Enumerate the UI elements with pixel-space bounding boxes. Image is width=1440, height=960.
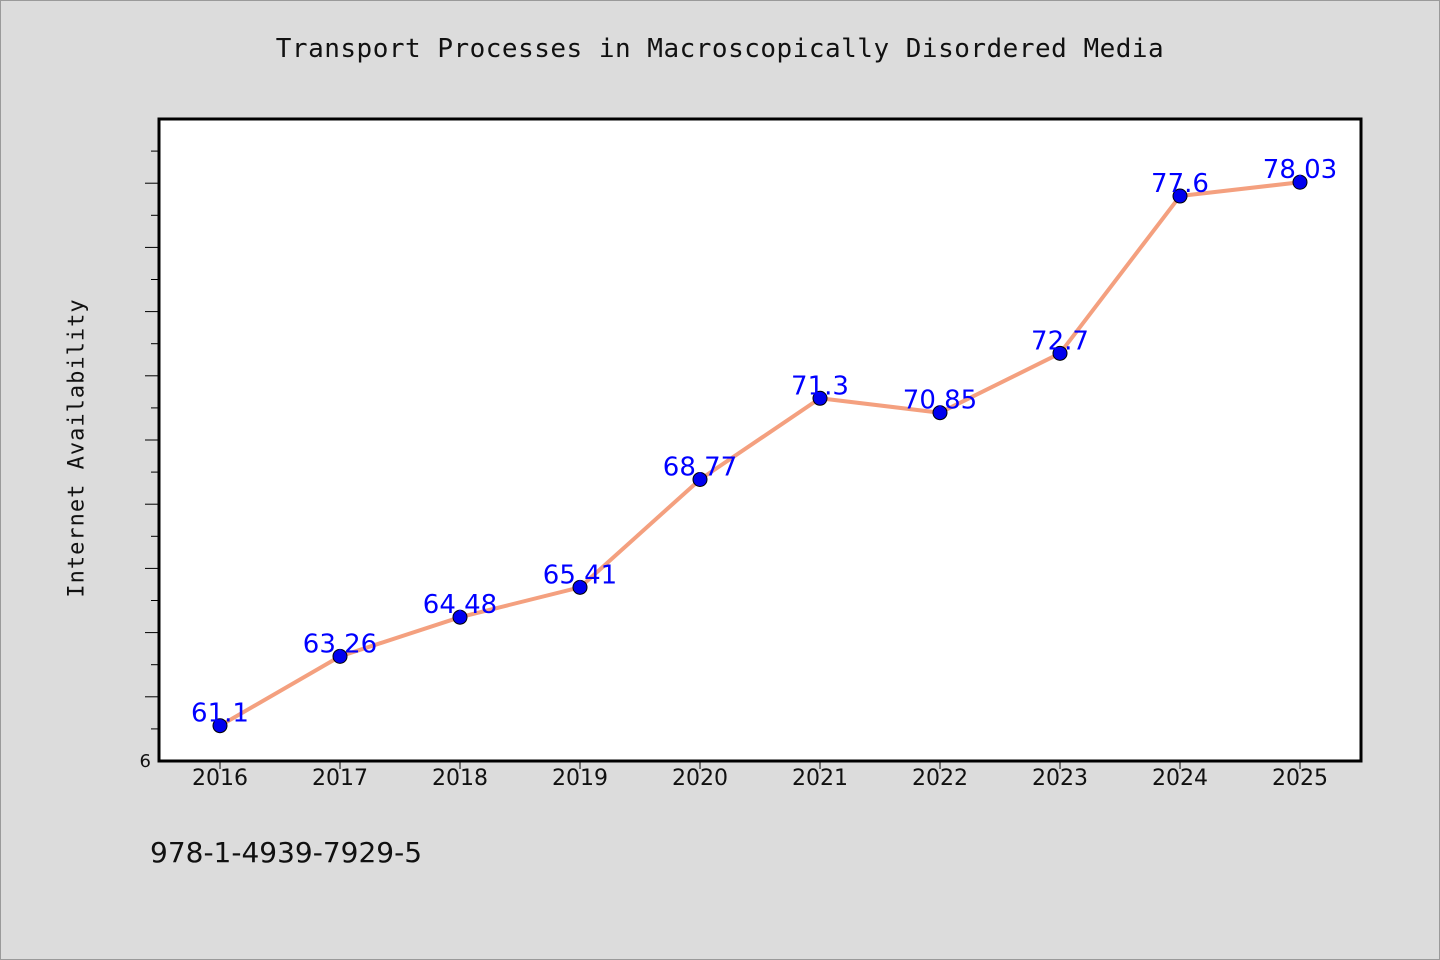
- y-tick-label: 6: [140, 751, 151, 772]
- data-point: [692, 471, 708, 487]
- x-tick-label: 2025: [1272, 766, 1328, 791]
- data-label: 61.1: [191, 699, 249, 729]
- data-point: [812, 390, 828, 406]
- data-point: [932, 405, 948, 421]
- series-layer: [212, 174, 1308, 734]
- x-tick-label: 2017: [312, 766, 368, 791]
- data-point: [332, 648, 348, 664]
- data-label: 77.6: [1151, 169, 1209, 199]
- data-labels: 61.1 63.26 64.48 65.41 68.77 71.3 70.85 72.7 77.…: [191, 155, 1337, 728]
- x-tick-label: 2023: [1032, 766, 1088, 791]
- series-line: [218, 180, 1301, 728]
- data-label: 65.41: [543, 560, 617, 590]
- x-tick-label: 2018: [432, 766, 488, 791]
- data-point: [212, 718, 228, 734]
- x-tick-label: 2016: [192, 766, 248, 791]
- data-label: 72.7: [1031, 326, 1089, 356]
- x-tick-label: 2022: [912, 766, 968, 791]
- y-axis-ticks: 6: [140, 150, 159, 772]
- x-tick-label: 2024: [1152, 766, 1208, 791]
- data-point: [1292, 174, 1308, 190]
- x-tick-label: 2020: [672, 766, 728, 791]
- x-tick-label: 2019: [552, 766, 608, 791]
- x-tick-label: 2021: [792, 766, 848, 791]
- data-label: 63.26: [303, 629, 377, 659]
- data-point: [1172, 188, 1188, 204]
- data-label: 68.77: [663, 452, 737, 482]
- data-label: 64.48: [423, 590, 497, 620]
- data-point: [1052, 345, 1068, 361]
- chart-title: Transport Processes in Macroscopically D…: [275, 34, 1165, 64]
- x-axis-ticks: 2016 2017 2018 2019 2020 2021 2022 2023 2024 2025: [192, 761, 1328, 791]
- data-label: 71.3: [791, 371, 849, 401]
- isbn-footer-text: 978-1-4939-7929-5: [150, 836, 423, 869]
- data-point: [572, 579, 588, 595]
- data-label: 78.03: [1263, 155, 1337, 185]
- data-label: 70.85: [903, 386, 977, 416]
- data-point: [452, 609, 468, 625]
